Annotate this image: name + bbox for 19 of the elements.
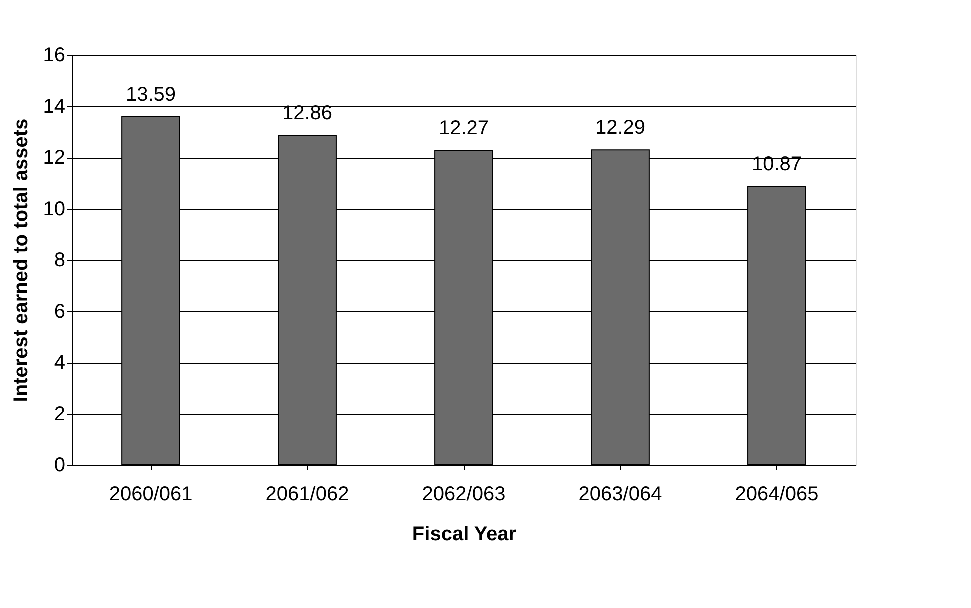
x-axis-title: Fiscal Year [412,524,517,546]
x-tick-label: 2060/061 [109,484,193,506]
y-tick-label: 6 [54,300,66,323]
y-tick-label: 14 [43,96,66,118]
x-tick-label: 2061/062 [266,484,350,506]
y-tick-label: 0 [54,454,66,476]
y-tick-label: 4 [54,352,66,374]
y-tick-label: 16 [43,44,66,66]
y-tick-label: 10 [43,198,66,220]
data-label: 12.27 [438,118,490,140]
x-tick-label: 2064/065 [735,484,819,506]
y-axis-title: Interest earned to total assets [10,118,32,402]
x-tick-label: 2063/064 [578,484,662,506]
data-label: 12.29 [595,117,646,140]
x-tick-label: 2062/063 [422,484,506,506]
data-label: 13.59 [126,84,176,106]
y-tick-label: 2 [54,403,66,426]
y-tick-label: 12 [43,147,66,169]
y-tick-label: 8 [54,250,66,272]
